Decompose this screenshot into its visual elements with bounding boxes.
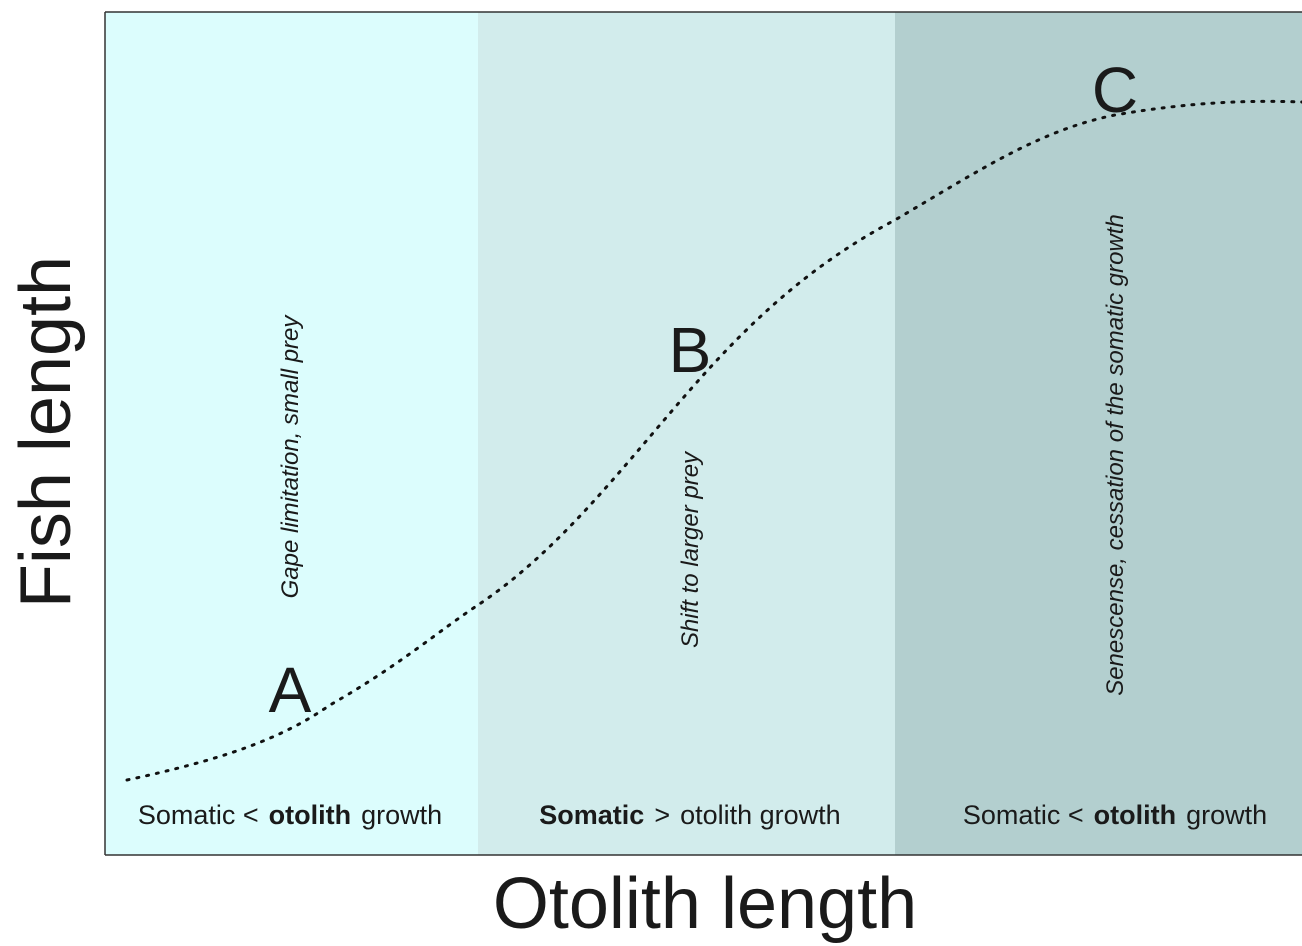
footer-part: growth (1186, 800, 1267, 830)
zone-note: Senescense, cessation of the somatic gro… (1102, 214, 1129, 696)
footer-part: otolith (1094, 800, 1176, 830)
zone-footer: Somatic < otolith growth (963, 800, 1267, 830)
zone-footer: Somatic > otolith growth (539, 800, 840, 830)
point-label: B (669, 314, 712, 386)
zone-1 (105, 12, 478, 855)
zone-2 (478, 12, 895, 855)
point-label: A (269, 654, 312, 726)
footer-part: Somatic < (138, 800, 259, 830)
footer-part: Somatic (539, 800, 644, 830)
footers: Somatic < otolith growth Somatic > otolith gr… (138, 800, 1267, 830)
zone-note: Shift to larger prey (677, 450, 704, 648)
frame (104, 11, 1302, 856)
zone-footer: Somatic < otolith growth (138, 800, 442, 830)
footer-part: otolith growth (680, 800, 841, 830)
footer-part: > (654, 800, 670, 830)
zone-note: Gape limitation, small prey (277, 314, 304, 599)
zone-3 (895, 12, 1302, 855)
footer-part: growth (361, 800, 442, 830)
footer-part: Somatic < (963, 800, 1084, 830)
growth-curve (125, 99, 1302, 782)
point-label: C (1092, 54, 1138, 126)
x-axis-label: Otolith length (493, 864, 917, 944)
y-axis-label: Fish length (6, 256, 86, 608)
footer-part: otolith (269, 800, 351, 830)
